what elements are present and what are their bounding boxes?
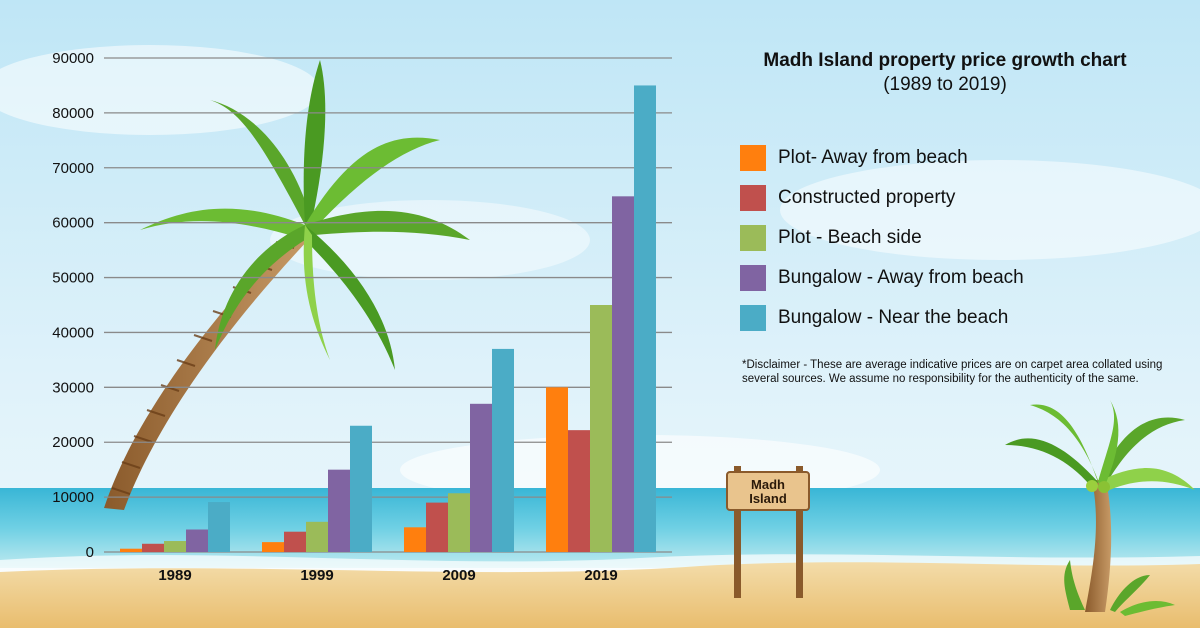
- x-tick-label: 2009: [442, 567, 475, 584]
- legend-item: Bungalow - Away from beach: [740, 265, 1160, 291]
- bars: [120, 85, 656, 552]
- legend-swatch: [740, 265, 766, 291]
- y-tick-label: 40000: [52, 324, 94, 341]
- madh-island-sign: Madh Island: [726, 466, 810, 598]
- bar: [306, 521, 328, 552]
- y-axis-ticks: 0 10000 20000 30000 40000 50000 60000 70000 8000…: [52, 50, 94, 561]
- bar: [328, 469, 350, 552]
- bar: [568, 430, 590, 552]
- x-axis-ticks: 1989 1999 2009 2019: [158, 567, 617, 584]
- legend-label: Constructed property: [778, 187, 956, 208]
- bar: [142, 543, 164, 552]
- chart-subtitle: (1989 to 2019): [883, 74, 1007, 95]
- legend: Plot- Away from beach Constructed proper…: [740, 145, 1160, 345]
- bar: [546, 387, 568, 552]
- bar: [164, 541, 186, 552]
- legend-label: Plot - Beach side: [778, 227, 922, 248]
- sign-label-line2: Island: [749, 491, 787, 506]
- chart-title-block: Madh Island property price growth chart …: [720, 50, 1170, 96]
- x-tick-label: 1999: [300, 567, 333, 584]
- legend-swatch: [740, 185, 766, 211]
- y-tick-label: 10000: [52, 489, 94, 506]
- legend-label: Bungalow - Away from beach: [778, 267, 1024, 288]
- legend-item: Plot - Beach side: [740, 225, 1160, 251]
- bar: [120, 548, 142, 552]
- y-tick-label: 50000: [52, 270, 94, 287]
- legend-item: Constructed property: [740, 185, 1160, 211]
- bar: [208, 502, 230, 552]
- bar: [612, 196, 634, 552]
- y-tick-label: 20000: [52, 434, 94, 451]
- y-tick-label: 0: [86, 544, 94, 561]
- bar: [404, 527, 426, 552]
- bar: [350, 425, 372, 552]
- sign-label-line1: Madh: [751, 477, 785, 492]
- legend-item: Plot- Away from beach: [740, 145, 1160, 171]
- bar: [284, 531, 306, 552]
- disclaimer-text: *Disclaimer - These are average indicati…: [742, 359, 1163, 385]
- chart-title: Madh Island property price growth chart: [763, 50, 1127, 71]
- bar: [186, 529, 208, 552]
- x-tick-label: 2019: [584, 567, 617, 584]
- legend-swatch: [740, 305, 766, 331]
- legend-swatch: [740, 145, 766, 171]
- legend-label: Plot- Away from beach: [778, 147, 968, 168]
- bar: [492, 348, 514, 552]
- palm-tree-icon: [104, 60, 470, 510]
- bar: [448, 493, 470, 552]
- legend-item: Bungalow - Near the beach: [740, 305, 1160, 331]
- y-tick-label: 80000: [52, 105, 94, 122]
- legend-swatch: [740, 225, 766, 251]
- coconut-palm-icon: [1005, 400, 1195, 616]
- x-tick-label: 1989: [158, 567, 191, 584]
- y-tick-label: 90000: [52, 50, 94, 67]
- bar: [426, 502, 448, 552]
- legend-label: Bungalow - Near the beach: [778, 307, 1009, 328]
- bar: [590, 305, 612, 552]
- y-tick-label: 70000: [52, 160, 94, 177]
- y-tick-label: 60000: [52, 215, 94, 232]
- bar: [262, 542, 284, 552]
- bar: [634, 85, 656, 552]
- bar: [470, 403, 492, 552]
- y-tick-label: 30000: [52, 379, 94, 396]
